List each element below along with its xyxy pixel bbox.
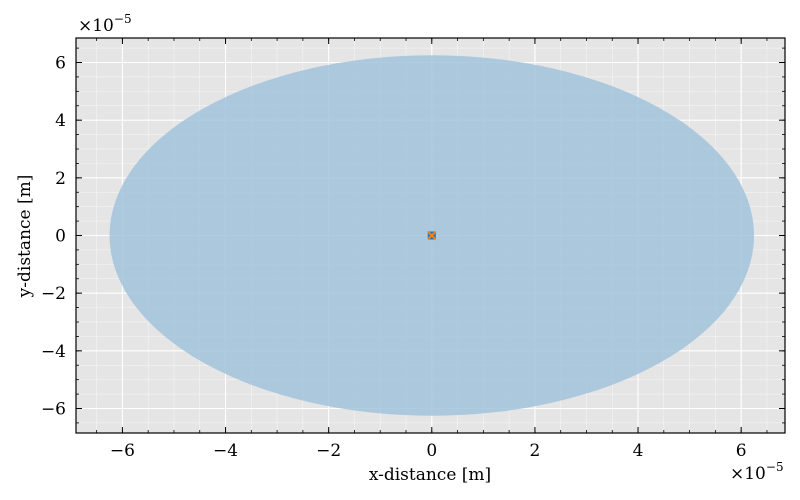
x-marker-stroke xyxy=(427,231,436,240)
y-tick-label: −4 xyxy=(41,342,66,362)
x-axis-label: x-distance [m] xyxy=(369,465,491,485)
y-tick-label: −6 xyxy=(41,399,66,419)
x-tick-label: −2 xyxy=(316,441,341,461)
x-tick-label: 2 xyxy=(530,441,541,461)
y-tick-label: 0 xyxy=(55,227,66,247)
points-layer xyxy=(427,231,436,240)
y-tick-label: −2 xyxy=(41,284,66,304)
x-tick-label: −6 xyxy=(110,441,135,461)
x-tick-label: 4 xyxy=(633,441,644,461)
y-axis-label: y-distance [m] xyxy=(15,175,35,299)
x-tick-label: −4 xyxy=(213,441,238,461)
x-tick-label: 6 xyxy=(736,441,747,461)
y-tick-label: 2 xyxy=(55,169,66,189)
x-offset-label: ×10−5 xyxy=(730,460,784,484)
y-tick-label: 6 xyxy=(55,54,66,74)
x-tick-label: 0 xyxy=(426,441,437,461)
x-marker xyxy=(427,231,436,240)
ticks-layer: −6 −4 −2 0 2 4 6 −6 −4 −2 0 2 4 6 xyxy=(41,38,785,461)
y-tick-label: 4 xyxy=(55,111,66,131)
y-offset-label: ×10−5 xyxy=(78,12,132,36)
